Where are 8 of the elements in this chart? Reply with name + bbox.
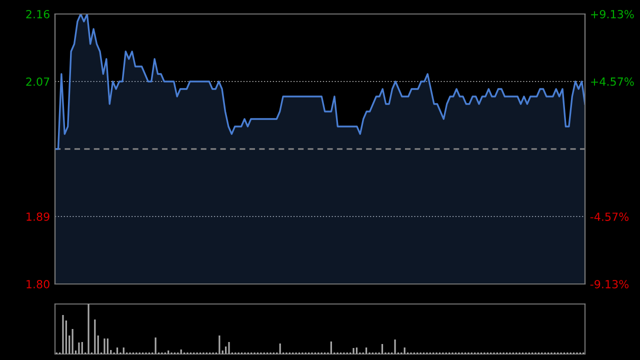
y2-tick-label: -9.13% — [590, 280, 629, 288]
y-tick-label: 2.16 — [26, 10, 50, 18]
y2-tick-label: +9.13% — [591, 10, 634, 18]
y2-tick-label: +4.57% — [591, 77, 634, 86]
y-tick-label: 1.89 — [26, 212, 50, 221]
y-tick-label: 1.80 — [26, 280, 50, 288]
y-tick-label: 2.07 — [26, 77, 50, 86]
y2-tick-label: -4.57% — [590, 212, 629, 221]
